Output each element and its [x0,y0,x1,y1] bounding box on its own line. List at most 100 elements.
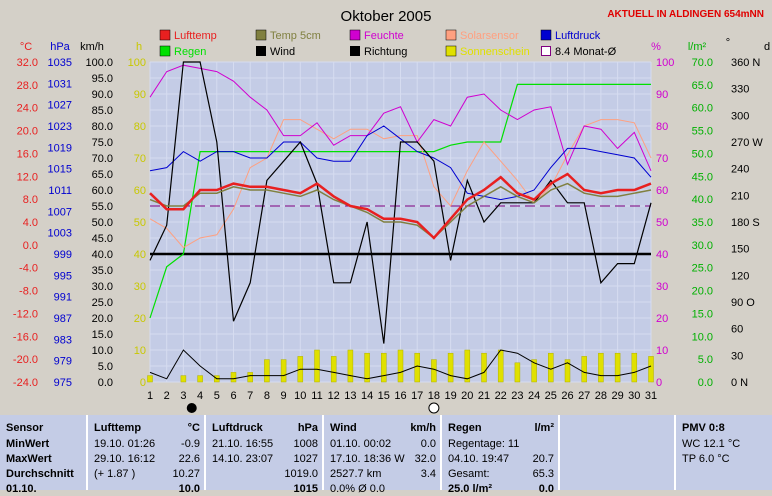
wind-tick-19: 5.0 [98,361,113,373]
sun-tick-9: 10 [134,345,146,357]
wind-tick-7: 65.0 [92,169,113,181]
sunshine-bar-19 [447,352,454,383]
regen-days: Regentage: 11 [448,438,520,450]
x-tick-28: 28 [595,390,607,402]
direction-tick-7: 150 [731,244,749,256]
legend-label-2: Feuchte [364,30,404,42]
regen-note: 25.0 l/m² [448,483,493,495]
direction-tick-3: 270 W [731,137,763,149]
wind-column: Wind km/h 01.10. 00:02 0.0 17.10. 18:36 W 3… [324,415,442,495]
legend-swatch-0 [159,29,171,41]
wind-max-date: 17.10. 18:36 W [330,453,405,465]
wind-tick-3: 85.0 [92,105,113,117]
humidity-tick-10: 0 [656,377,662,389]
humidity-tick-2: 80 [656,121,668,133]
sunshine-bar-21 [481,352,487,383]
x-tick-3: 3 [180,390,186,402]
x-tick-4: 4 [197,390,203,402]
temp-tick-3: 20.0 [17,126,38,138]
legend-swatch-4 [540,29,552,41]
pressure-tick-9: 999 [54,249,72,261]
luftdruck-column: Luftdruck hPa 21.10. 16:55 1008 14.10. 23:… [206,415,324,495]
x-tick-13: 13 [344,390,356,402]
pmv-column: PMV 0:8 WC 12.1 °C TP 6.0 °C [676,415,772,490]
luftdruck-current: 1015 [293,483,318,495]
x-tick-25: 25 [545,390,557,402]
weather-chart: Oktober 2005 AKTUELL IN ALDINGEN 654mNN … [12,8,771,414]
direction-tick-2: 300 [731,110,749,122]
pressure-tick-2: 1027 [48,100,72,112]
pressure-tick-5: 1015 [48,164,72,176]
x-tick-29: 29 [611,390,623,402]
sun-tick-3: 70 [134,153,146,165]
pressure-tick-13: 983 [54,334,72,346]
wind-tick-15: 25.0 [92,297,113,309]
legend-label-6: Wind [270,46,295,58]
x-tick-10: 10 [294,390,306,402]
sunshine-bar-14 [364,352,370,383]
wind-tick-20: 0.0 [98,377,113,389]
luftdruck-header: Luftdruck [212,422,263,434]
date-label: 01.10. [6,483,37,495]
pressure-tick-15: 975 [54,377,72,389]
x-tick-19: 19 [444,390,456,402]
wind-tick-6: 70.0 [92,153,113,165]
legend: Lufttemp Temp 5cm Feuchte Solarsensor Luftdr… [159,29,617,58]
avg-label: Durchschnitt [6,468,74,480]
temp-tick-14: -24.0 [13,377,38,389]
rain-tick-3: 55.0 [692,126,713,138]
temp-tick-2: 24.0 [17,103,38,115]
direction-tick-12: 0 N [731,377,748,389]
x-tick-23: 23 [511,390,523,402]
rain-tick-4: 50.0 [692,148,713,160]
temp-tick-5: 12.0 [17,171,38,183]
wind-tick-1: 95.0 [92,73,113,85]
lufttemp-column: Lufttemp °C 19.10. 01:26 -0.9 29.10. 16:12… [88,415,206,495]
regen-max-date: 04.10. 19:47 [448,453,510,465]
sunshine-bar-29 [614,352,621,383]
rain-tick-0: 70.0 [692,57,713,69]
x-tick-2: 2 [164,390,170,402]
wind-tick-5: 75.0 [92,137,113,149]
wind-tick-9: 55.0 [92,201,113,213]
direction-tick-8: 120 [731,270,749,282]
sunshine-bar-8 [264,359,270,383]
humidity-tick-7: 30 [656,281,668,293]
wind-tick-10: 50.0 [92,217,113,229]
rain-tick-13: 5.0 [698,354,713,366]
x-tick-18: 18 [428,390,440,402]
x-tick-17: 17 [411,390,423,402]
blank-column [560,415,676,490]
lufttemp-min-value: -0.9 [181,438,200,450]
x-tick-30: 30 [628,390,640,402]
x-tick-14: 14 [361,390,373,402]
x-tick-22: 22 [495,390,507,402]
wind-calm: 0.0% Ø 0.0 [330,483,386,495]
sun-tick-6: 40 [134,249,146,261]
sunshine-bar-28 [598,352,604,383]
sun-tick-7: 30 [134,281,146,293]
sunshine-bar-7 [247,372,253,383]
x-tick-11: 11 [311,390,322,402]
lufttemp-line [149,172,652,240]
humidity-tick-1: 90 [656,89,668,101]
regen-header: Regen [448,422,482,434]
pressure-tick-6: 1011 [48,185,72,197]
pressure-tick-0: 1035 [48,57,72,69]
sun-tick-4: 60 [134,185,146,197]
temp5cm-line [149,182,652,239]
luftdruck-line [149,125,652,201]
legend-swatch-9 [541,46,551,56]
sunshine-bar-24 [531,359,537,383]
max-label: MaxWert [6,453,52,465]
sun-tick-10: 0 [140,377,146,389]
sunshine-bar-26 [564,359,571,383]
luftdruck-max-value: 1027 [293,453,318,465]
pressure-tick-10: 995 [54,270,72,282]
temp-tick-6: 8.0 [23,194,38,206]
pmv-header: PMV 0:8 [682,422,725,434]
lufttemp-current: 10.0 [178,483,200,495]
rain-tick-7: 35.0 [692,217,713,229]
temp-tick-4: 16.0 [17,148,38,160]
legend-label-3: Solarsensor [460,30,519,42]
